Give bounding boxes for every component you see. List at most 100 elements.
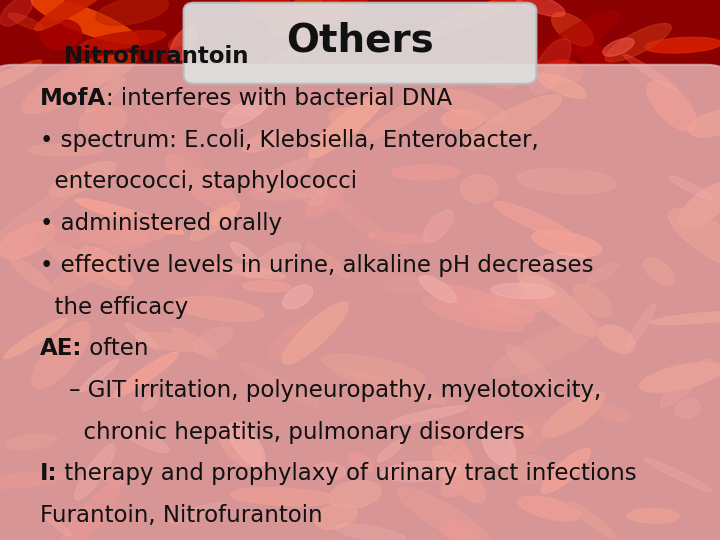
- Ellipse shape: [420, 275, 456, 302]
- Ellipse shape: [518, 269, 597, 336]
- Ellipse shape: [0, 222, 55, 259]
- Ellipse shape: [627, 509, 679, 523]
- Ellipse shape: [650, 311, 720, 325]
- Ellipse shape: [96, 0, 168, 25]
- Text: enterococci, staphylococci: enterococci, staphylococci: [40, 171, 356, 193]
- Ellipse shape: [647, 80, 696, 131]
- Ellipse shape: [552, 12, 593, 46]
- Ellipse shape: [363, 94, 440, 140]
- Ellipse shape: [0, 472, 68, 489]
- Ellipse shape: [391, 406, 467, 424]
- Ellipse shape: [41, 512, 71, 536]
- Text: • spectrum: E.coli, Klebsiella, Enterobacter,: • spectrum: E.coli, Klebsiella, Enteroba…: [40, 129, 539, 152]
- Ellipse shape: [517, 168, 616, 194]
- Ellipse shape: [461, 175, 498, 203]
- Ellipse shape: [222, 94, 271, 127]
- Ellipse shape: [80, 31, 166, 50]
- Ellipse shape: [518, 496, 580, 521]
- Ellipse shape: [644, 37, 720, 53]
- Ellipse shape: [436, 424, 472, 464]
- Ellipse shape: [587, 262, 618, 284]
- Ellipse shape: [474, 419, 532, 437]
- Ellipse shape: [482, 427, 516, 466]
- Ellipse shape: [432, 446, 485, 503]
- Ellipse shape: [639, 362, 720, 392]
- Ellipse shape: [441, 469, 472, 497]
- Ellipse shape: [624, 54, 678, 91]
- Text: AE:: AE:: [40, 338, 82, 360]
- Ellipse shape: [35, 215, 162, 245]
- Ellipse shape: [188, 271, 238, 314]
- Ellipse shape: [27, 144, 102, 156]
- Ellipse shape: [50, 240, 130, 295]
- Ellipse shape: [535, 132, 586, 174]
- Ellipse shape: [474, 292, 562, 321]
- Ellipse shape: [441, 110, 484, 129]
- Ellipse shape: [468, 396, 516, 437]
- Ellipse shape: [603, 38, 634, 56]
- Ellipse shape: [87, 53, 137, 83]
- Ellipse shape: [423, 296, 524, 331]
- Ellipse shape: [433, 67, 462, 86]
- FancyBboxPatch shape: [184, 3, 536, 84]
- Ellipse shape: [469, 289, 534, 309]
- Ellipse shape: [644, 258, 675, 285]
- Ellipse shape: [280, 184, 323, 197]
- Ellipse shape: [311, 183, 397, 249]
- Ellipse shape: [335, 524, 406, 540]
- Ellipse shape: [688, 109, 720, 137]
- Ellipse shape: [135, 332, 199, 351]
- Ellipse shape: [49, 161, 116, 197]
- Ellipse shape: [269, 318, 325, 358]
- Text: therapy and prophylaxy of urinary tract infections: therapy and prophylaxy of urinary tract …: [57, 462, 636, 485]
- Ellipse shape: [136, 104, 205, 170]
- Ellipse shape: [32, 0, 138, 44]
- Ellipse shape: [245, 243, 301, 279]
- Ellipse shape: [543, 60, 583, 84]
- Ellipse shape: [205, 262, 286, 279]
- Ellipse shape: [333, 369, 445, 403]
- Ellipse shape: [283, 285, 312, 309]
- Ellipse shape: [170, 26, 197, 62]
- Ellipse shape: [397, 488, 490, 540]
- Ellipse shape: [626, 305, 655, 349]
- Ellipse shape: [348, 453, 373, 471]
- Ellipse shape: [668, 176, 713, 199]
- Ellipse shape: [532, 231, 602, 256]
- Ellipse shape: [605, 23, 671, 62]
- Ellipse shape: [533, 253, 586, 268]
- Ellipse shape: [85, 77, 125, 112]
- Ellipse shape: [598, 405, 631, 422]
- Ellipse shape: [573, 284, 611, 317]
- Ellipse shape: [257, 158, 313, 191]
- Ellipse shape: [79, 106, 127, 135]
- Ellipse shape: [0, 60, 42, 98]
- Ellipse shape: [117, 223, 150, 250]
- Ellipse shape: [377, 440, 403, 462]
- Ellipse shape: [675, 399, 700, 418]
- Ellipse shape: [307, 245, 349, 278]
- Ellipse shape: [75, 198, 183, 234]
- Ellipse shape: [494, 201, 575, 240]
- Ellipse shape: [0, 0, 33, 26]
- Ellipse shape: [492, 320, 600, 377]
- Ellipse shape: [47, 243, 128, 290]
- Ellipse shape: [271, 0, 356, 38]
- Ellipse shape: [678, 182, 720, 228]
- Ellipse shape: [282, 302, 348, 364]
- Ellipse shape: [59, 483, 120, 540]
- Ellipse shape: [506, 345, 557, 393]
- Ellipse shape: [509, 417, 549, 455]
- Ellipse shape: [142, 395, 157, 411]
- Ellipse shape: [230, 242, 258, 264]
- Ellipse shape: [364, 219, 459, 250]
- Ellipse shape: [193, 327, 233, 353]
- Ellipse shape: [166, 154, 239, 213]
- Ellipse shape: [98, 469, 123, 486]
- Ellipse shape: [4, 318, 67, 359]
- Ellipse shape: [432, 89, 508, 122]
- Ellipse shape: [230, 488, 335, 506]
- Ellipse shape: [306, 177, 347, 218]
- Ellipse shape: [81, 246, 132, 285]
- Ellipse shape: [669, 209, 720, 271]
